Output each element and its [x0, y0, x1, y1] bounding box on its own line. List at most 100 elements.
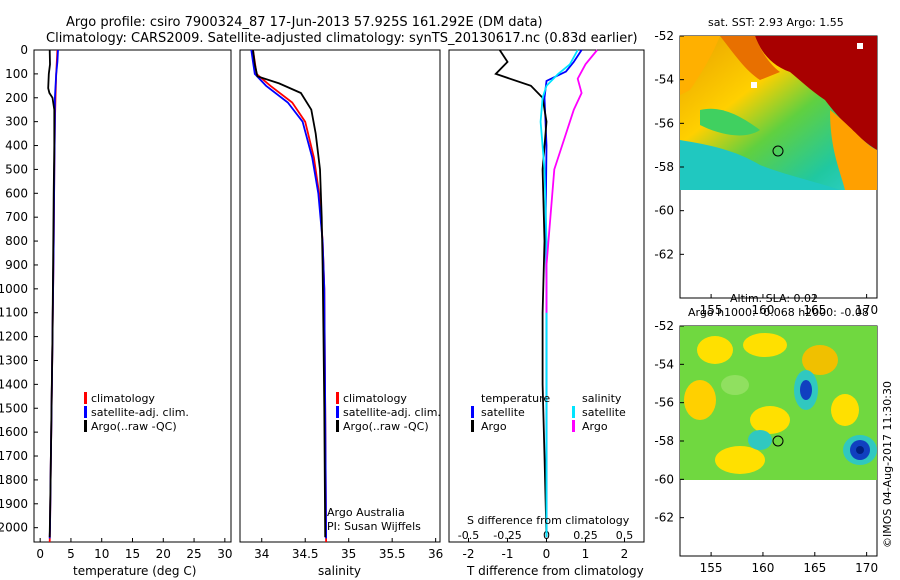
legend-swatch-salinity-argo: [572, 420, 575, 432]
lat-tick-label: -58: [654, 160, 674, 174]
figure-title-line2: Climatology: CARS2009. Satellite-adjuste…: [46, 31, 638, 46]
series-line-argo-raw-qc-: [252, 49, 327, 538]
y-tick-label: 700: [5, 210, 28, 224]
lat-tick-label: -56: [654, 396, 674, 410]
legend-label-salinity-argo: Argo: [582, 420, 608, 433]
lon-tick-label: 155: [700, 303, 723, 317]
difference-xlabel: T difference from climatology: [466, 564, 644, 578]
salinity-xlabel: salinity: [318, 564, 361, 578]
y-tick-label: 1200: [0, 330, 28, 344]
lat-tick-label: -60: [654, 204, 674, 218]
sst-latitude-ticks: -52 -54 -56 -58 -60 -62: [654, 29, 684, 261]
x-top-tick-label: -0.25: [493, 529, 521, 542]
depth-tick-labels: 0 100 200 300 400 500 600 700 800 900 1000 1100 1200…: [0, 43, 38, 535]
x-tick-label: 0: [543, 547, 551, 561]
lon-tick-label: 170: [855, 303, 878, 317]
y-tick-label: 1300: [0, 353, 28, 367]
sla-map-title-line2: Argo h1000: -0.068 h2000: -0.08: [688, 306, 869, 319]
legend-label-climatology: climatology: [343, 392, 407, 405]
salinity-panel: 34 34.5 35 35.5 36 salinity climatology sate…: [239, 49, 443, 578]
y-tick-label: 2000: [0, 521, 28, 535]
x-tick-label: 20: [156, 547, 171, 561]
salinity-series: [250, 49, 327, 543]
lat-tick-label: -54: [654, 357, 674, 371]
legend-header-salinity: salinity: [582, 392, 622, 405]
legend-swatch-temperature-argo: [471, 420, 474, 432]
temperature-panel: 0100200300400500600700800900100011001200…: [0, 43, 232, 578]
y-tick-label: 1400: [0, 377, 28, 391]
legend-label-argo: Argo(..raw -QC): [91, 420, 177, 433]
y-tick-label: 500: [5, 162, 28, 176]
lon-tick-label: 170: [855, 561, 878, 575]
x-tick-label: 10: [94, 547, 109, 561]
y-tick-label: 1500: [0, 401, 28, 415]
legend-label-satellite: satellite-adj. clim.: [91, 406, 189, 419]
x-tick-label: 34: [254, 547, 269, 561]
legend-label-salinity-satellite: satellite: [582, 406, 626, 419]
legend-swatch-satellite: [84, 406, 87, 418]
legend-swatch-climatology: [84, 392, 87, 404]
series-line-satellite-adj-clim-: [250, 49, 327, 539]
temperature-tick-labels: 0 5 10 15 20 25 30: [36, 538, 232, 561]
legend-swatch-satellite: [336, 406, 339, 418]
temperature-xlabel: temperature (deg C): [73, 564, 196, 578]
x-tick-label: 5: [67, 547, 75, 561]
lat-tick-label: -62: [654, 247, 674, 261]
salinity-legend: climatology satellite-adj. clim. Argo(..…: [336, 392, 441, 433]
lon-tick-label: 155: [700, 561, 723, 575]
x-tick-label: 35: [341, 547, 356, 561]
x-top-tick-label: 0.5: [616, 529, 634, 542]
legend-header-temperature: temperature: [481, 392, 550, 405]
y-tick-label: 1000: [0, 282, 28, 296]
lon-tick-label: 165: [803, 303, 826, 317]
sst-longitude-ticks: 155 160 165 170: [700, 294, 878, 317]
annotation-line1: Argo Australia: [327, 506, 405, 519]
difference-top-xlabel: S difference from climatology: [467, 514, 630, 527]
y-tick-label: 300: [5, 115, 28, 129]
x-tick-label: 30: [217, 547, 232, 561]
lat-tick-label: -60: [654, 472, 674, 486]
credit-text: ©IMOS 04-Aug-2017 11:30:30: [881, 381, 894, 548]
y-tick-label: 400: [5, 139, 28, 153]
lat-tick-label: -52: [654, 29, 674, 43]
legend-swatch-climatology: [336, 392, 339, 404]
temperature-legend: climatology satellite-adj. clim. Argo(..…: [84, 392, 189, 433]
legend-label-argo: Argo(..raw -QC): [343, 420, 429, 433]
lat-tick-label: -54: [654, 73, 674, 87]
y-tick-label: 800: [5, 234, 28, 248]
y-tick-label: 600: [5, 186, 28, 200]
lat-tick-label: -62: [654, 511, 674, 525]
legend-label-temperature-argo: Argo: [481, 420, 507, 433]
lon-tick-label: 160: [751, 561, 774, 575]
sla-map-title-line1: Altim. SLA: 0.02: [730, 292, 818, 305]
sst-heatmap: [680, 36, 877, 190]
figure-title-line1: Argo profile: csiro 7900324_87 17-Jun-20…: [66, 15, 543, 30]
x-tick-label: 0: [36, 547, 44, 561]
legend-swatch-argo: [84, 420, 87, 432]
x-tick-label: -1: [502, 547, 514, 561]
sla-argo-marker: [772, 435, 784, 447]
legend-label-temperature-satellite: satellite: [481, 406, 525, 419]
annotation-line2: PI: Susan Wijffels: [327, 520, 421, 533]
legend-label-satellite: satellite-adj. clim.: [343, 406, 441, 419]
salinity-tick-labels: 34 34.5 35 35.5 36: [254, 538, 443, 561]
y-tick-label: 200: [5, 91, 28, 105]
sst-map-panel: sat. SST: 2.93 Argo: 1.55 -52 -54 -56 -58 -6…: [654, 16, 878, 317]
lat-tick-label: -56: [654, 116, 674, 130]
x-tick-label: 35.5: [379, 547, 406, 561]
sla-map-panel: Altim. SLA: 0.02 Argo h1000: -0.068 h200…: [654, 292, 878, 575]
sla-longitude-ticks: 155 160 165 170: [700, 552, 878, 575]
legend-label-climatology: climatology: [91, 392, 155, 405]
sla-latitude-ticks: -52 -54 -56 -58 -60 -62: [654, 319, 684, 525]
x-tick-label: 1: [582, 547, 590, 561]
y-tick-label: 1900: [0, 497, 28, 511]
y-tick-label: 100: [5, 67, 28, 81]
y-tick-label: 1700: [0, 449, 28, 463]
x-top-tick-label: -0.5: [458, 529, 479, 542]
difference-panel: -2 -1 0 1 2-0.5 -0.25 0 0.25 0.5 S difference fr…: [448, 49, 645, 578]
sla-heatmap: [680, 326, 877, 480]
sst-argo-marker: [772, 145, 784, 157]
lat-tick-label: -52: [654, 319, 674, 333]
legend-swatch-salinity-satellite: [572, 406, 575, 418]
series-line-salinity-argo: [545, 49, 598, 313]
